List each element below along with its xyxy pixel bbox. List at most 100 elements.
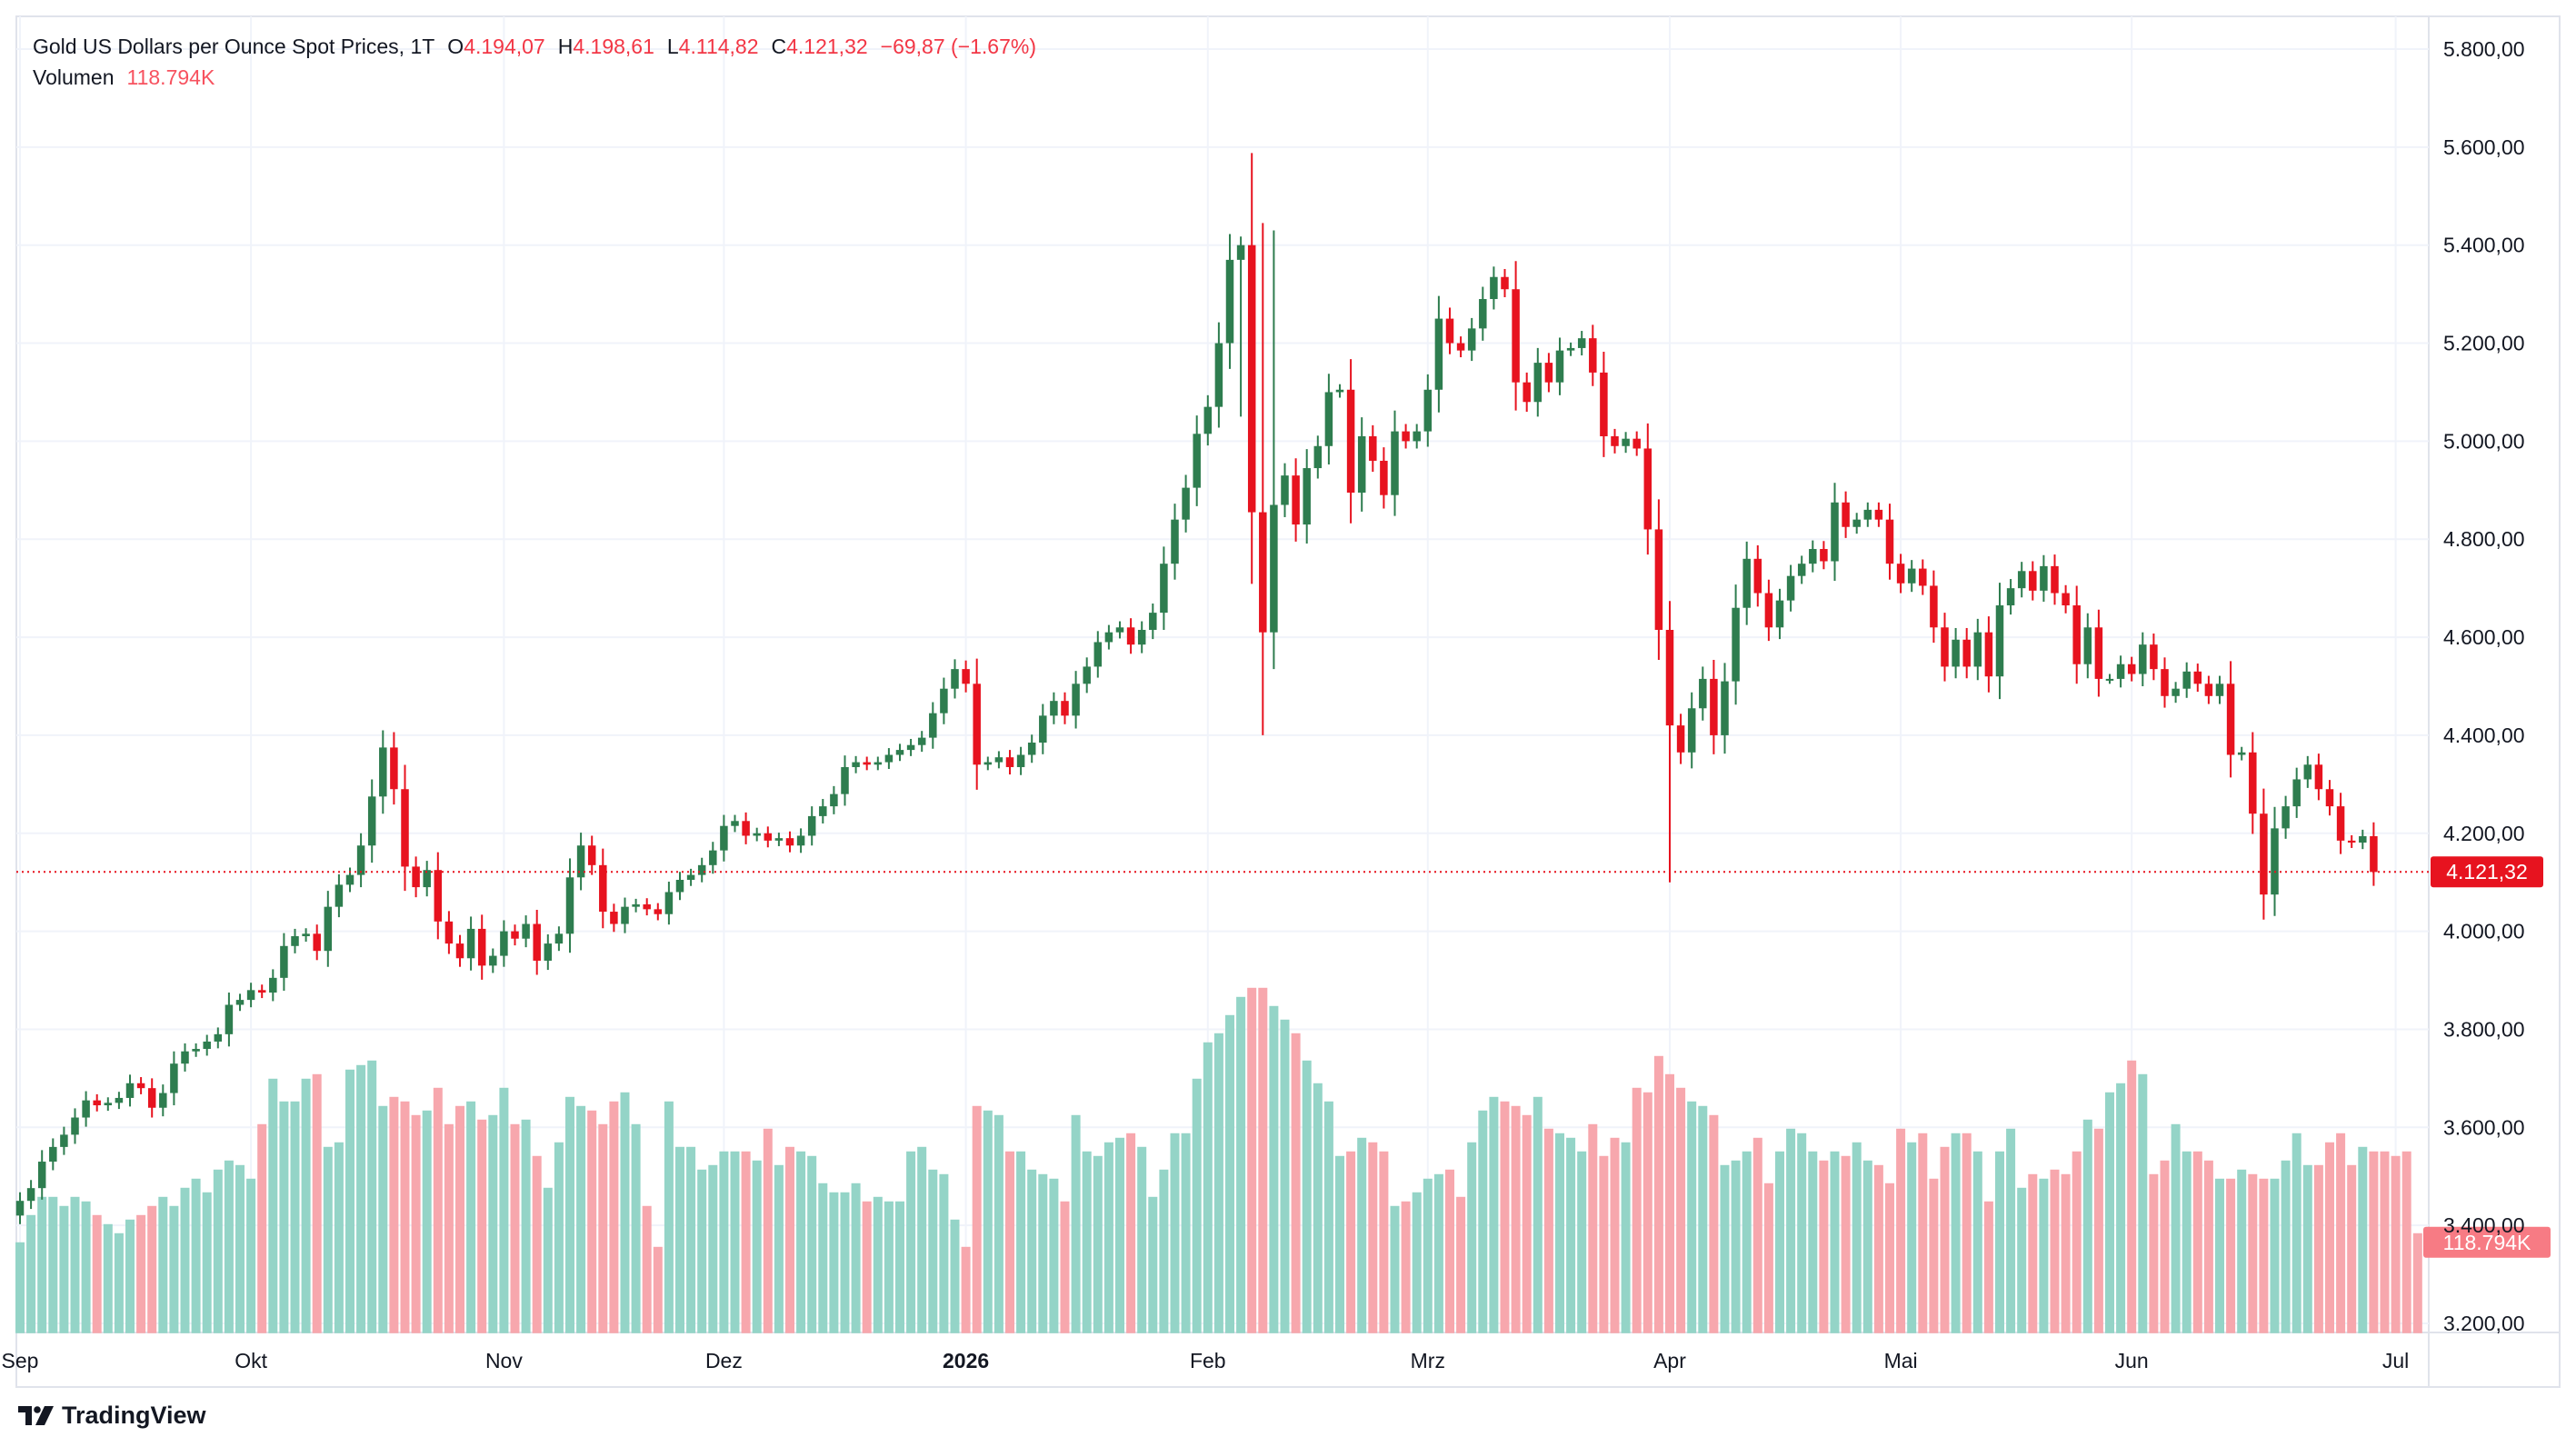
- volume-bar: [2017, 1187, 2027, 1333]
- volume-bar: [1951, 1133, 1961, 1333]
- volume-bar: [290, 1101, 300, 1333]
- chart-legend: Gold US Dollars per Ounce Spot Prices, 1…: [33, 31, 1036, 93]
- candle-body: [807, 815, 816, 836]
- candle-body: [1259, 512, 1267, 633]
- tradingview-logo-icon: [18, 1405, 54, 1425]
- candle-body: [1654, 529, 1663, 630]
- candle-body: [1445, 318, 1454, 344]
- candle-body: [1380, 460, 1388, 495]
- volume-bar: [2093, 1128, 2103, 1333]
- candle-body: [2226, 684, 2235, 755]
- candle-body: [136, 1083, 145, 1089]
- y-tick-label: 5.800,00: [2443, 37, 2525, 61]
- volume-bar: [1038, 1173, 1048, 1333]
- candle-body: [1962, 639, 1971, 667]
- candle-body: [257, 990, 266, 993]
- candle-body: [1896, 564, 1905, 584]
- volume-bar: [70, 1196, 80, 1333]
- candle-body: [830, 793, 838, 807]
- candle-body: [511, 931, 519, 939]
- volume-bar: [1566, 1137, 1576, 1333]
- volume-bar: [2138, 1073, 2148, 1333]
- volume-bar: [345, 1069, 354, 1333]
- volume-bar: [2369, 1151, 2379, 1333]
- candle-body: [1919, 568, 1927, 586]
- candle-body: [1643, 448, 1652, 530]
- volume-bar: [807, 1155, 817, 1333]
- candle-body: [742, 821, 750, 836]
- candle-body: [1775, 600, 1784, 628]
- volume-bar: [433, 1087, 443, 1333]
- volume-bar: [1148, 1196, 1158, 1333]
- volume-bar: [708, 1164, 718, 1333]
- volume-bar: [1159, 1169, 1169, 1333]
- candle-body: [2083, 627, 2092, 664]
- grid-lines: [15, 15, 2561, 1388]
- candle-body: [841, 766, 849, 794]
- candle-body: [82, 1100, 90, 1118]
- volume-bar: [961, 1246, 971, 1333]
- volume-bars: [15, 987, 2422, 1333]
- candle-body: [1676, 725, 1685, 753]
- volume-bar: [1203, 1042, 1213, 1333]
- candle-body: [280, 945, 288, 978]
- volume-bar: [1819, 1160, 1829, 1333]
- candle-body: [1941, 627, 1949, 667]
- candle-body: [2336, 806, 2345, 841]
- volume-bar: [466, 1101, 476, 1333]
- candle-body: [1533, 363, 1543, 403]
- candle-body: [632, 903, 640, 907]
- candle-body: [1182, 487, 1190, 520]
- volume-bar: [334, 1142, 344, 1333]
- volume-bar: [1005, 1151, 1014, 1333]
- candle-body: [863, 762, 871, 765]
- y-tick-label: 3.400,00: [2443, 1213, 2525, 1237]
- volume-bar: [301, 1078, 311, 1333]
- y-tick-label: 3.600,00: [2443, 1115, 2525, 1139]
- tradingview-brand[interactable]: TradingView: [18, 1402, 206, 1430]
- volume-bar: [2171, 1123, 2181, 1333]
- candle-body: [434, 870, 443, 922]
- volume-bar: [1873, 1164, 1883, 1333]
- candle-body: [1820, 549, 1828, 562]
- candle-body: [489, 955, 497, 966]
- candle-body: [1501, 276, 1509, 290]
- candle-body: [1710, 678, 1718, 735]
- candle-body: [1203, 406, 1213, 434]
- candle-body: [576, 845, 585, 878]
- volume-bar: [785, 1146, 794, 1333]
- candle-body: [1434, 318, 1443, 390]
- candle-body: [1313, 445, 1323, 469]
- volume-bar: [1665, 1073, 1674, 1333]
- candle-body: [477, 928, 486, 966]
- volume-bar: [323, 1146, 333, 1333]
- y-tick-label: 4.000,00: [2443, 920, 2525, 943]
- volume-bar: [587, 1110, 597, 1333]
- candle-body: [1467, 328, 1476, 351]
- volume-bar: [1115, 1137, 1124, 1333]
- candle-body: [1292, 475, 1300, 525]
- volume-bar: [862, 1201, 872, 1333]
- candle-body: [37, 1162, 46, 1189]
- volume-bar: [235, 1164, 245, 1333]
- y-tick-label: 4.800,00: [2443, 527, 2525, 551]
- candle-body: [2062, 593, 2070, 606]
- candle-body: [49, 1146, 57, 1163]
- volume-bar: [1775, 1151, 1784, 1333]
- candle-body: [654, 909, 663, 914]
- candle-body: [1852, 519, 1861, 527]
- volume-bar: [993, 1114, 1003, 1333]
- candle-body: [940, 688, 948, 714]
- open-value: 4.194,07: [464, 35, 545, 58]
- volume-bar: [1632, 1087, 1642, 1333]
- candle-body: [2116, 664, 2125, 679]
- volume-bar: [554, 1142, 564, 1333]
- volume-bar: [367, 1060, 377, 1333]
- candle-body: [1995, 605, 2004, 677]
- volume-bar: [1896, 1128, 1906, 1333]
- candle-body: [1566, 347, 1575, 351]
- ohlc-row: Gold US Dollars per Ounce Spot Prices, 1…: [33, 31, 1036, 62]
- candle-body: [1687, 708, 1696, 753]
- candle-body: [466, 928, 475, 959]
